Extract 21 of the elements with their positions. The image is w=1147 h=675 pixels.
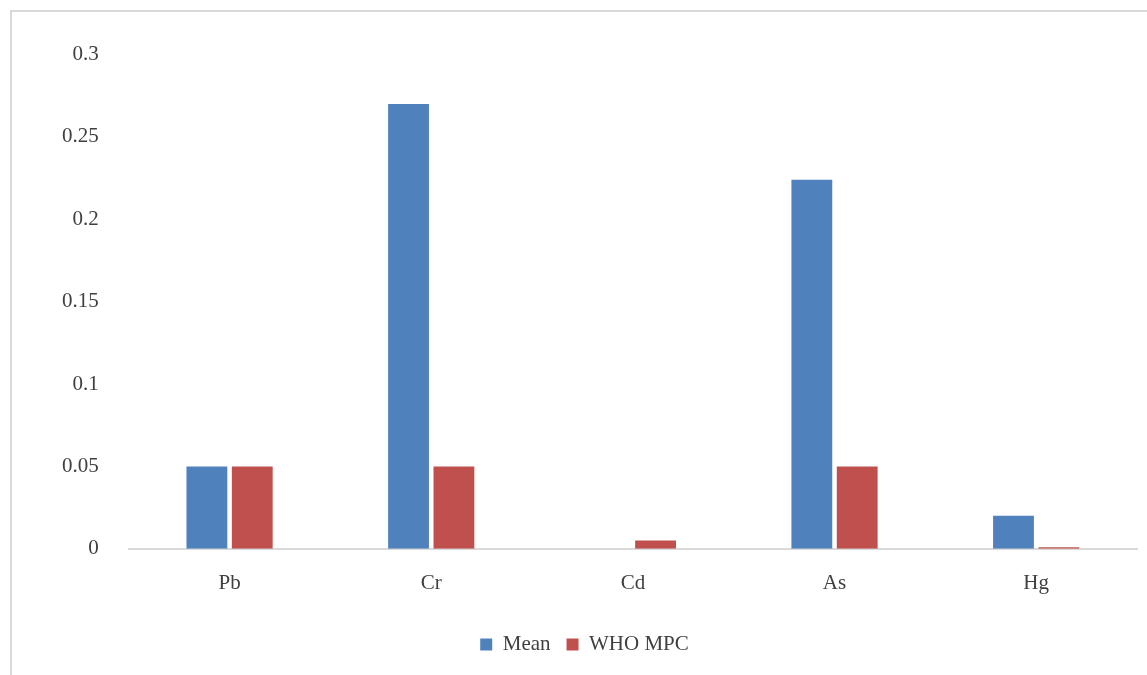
bar — [388, 104, 429, 549]
legend-label: WHO MPC — [589, 631, 689, 656]
x-tick-label: Pb — [218, 569, 241, 594]
x-tick-label: Cd — [620, 569, 646, 594]
y-tick-label: 0.05 — [62, 452, 99, 477]
bar — [791, 179, 833, 549]
bar — [433, 466, 475, 549]
x-tick-label: As — [822, 569, 847, 594]
y-tick-label: 0.15 — [62, 288, 99, 313]
y-tick-label: 0.25 — [62, 123, 99, 148]
y-tick-label: 0.2 — [72, 205, 99, 230]
bar — [993, 515, 1034, 549]
y-tick-label: 0.3 — [72, 41, 99, 66]
y-tick-label: 0 — [88, 535, 99, 560]
legend-label: Mean — [502, 631, 552, 656]
bar — [231, 466, 273, 549]
x-tick-label: Cr — [420, 569, 442, 594]
y-tick-label: 0.1 — [72, 370, 99, 395]
bar — [836, 466, 878, 549]
x-tick-label: Hg — [1023, 569, 1050, 594]
bar — [186, 466, 228, 549]
